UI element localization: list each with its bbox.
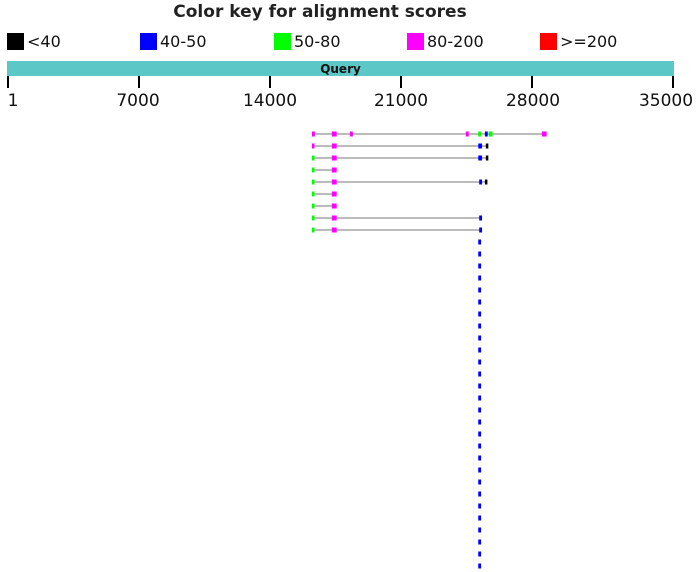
hit-segment[interactable] (478, 527, 482, 533)
color-key-label-lt40: <40 (27, 31, 61, 51)
hit-segment[interactable] (312, 203, 315, 209)
hit-segment[interactable] (478, 383, 482, 389)
hit-segment[interactable] (478, 143, 483, 149)
color-key-swatch-40-50 (140, 32, 157, 50)
hit-segment[interactable] (485, 143, 489, 149)
color-key-item-lt40: <40 (7, 31, 61, 51)
hit-segment[interactable] (478, 347, 482, 353)
axis-tick-label-1: 1 (7, 91, 19, 111)
hit-segment[interactable] (478, 239, 482, 245)
hit-segment[interactable] (312, 167, 315, 173)
hit-segment[interactable] (484, 179, 488, 185)
hit-segment[interactable] (312, 191, 315, 197)
hit-segment[interactable] (478, 503, 482, 509)
color-key-swatch-80-200 (407, 32, 424, 50)
hit-segment[interactable] (478, 395, 482, 401)
hit-segment[interactable] (478, 479, 482, 485)
hit-segment[interactable] (331, 191, 337, 197)
hit-segment[interactable] (478, 263, 482, 269)
hit-segment[interactable] (484, 131, 488, 137)
hit-segment[interactable] (478, 323, 482, 329)
hit-segment[interactable] (478, 431, 482, 437)
hit-segment[interactable] (331, 143, 337, 149)
hit-segment[interactable] (478, 335, 482, 341)
color-key-label-40-50: 40-50 (160, 31, 207, 51)
color-key-item-80-200: 80-200 (407, 31, 484, 51)
hit-segment[interactable] (312, 215, 315, 221)
axis-tick-35000 (672, 76, 674, 88)
hit-segment[interactable] (485, 155, 489, 161)
color-key-label-80-200: 80-200 (427, 31, 484, 51)
hit-segment[interactable] (478, 539, 482, 545)
hit-segment[interactable] (331, 167, 337, 173)
axis-tick-label-28000: 28000 (505, 91, 561, 111)
hit-segment[interactable] (331, 215, 337, 221)
hit-segment[interactable] (478, 491, 482, 497)
hit-segment[interactable] (478, 419, 482, 425)
color-key-title: Color key for alignment scores (173, 2, 467, 22)
color-key-swatch-gte200 (540, 32, 557, 50)
hit-segment[interactable] (478, 287, 482, 293)
hit-segment[interactable] (331, 131, 337, 137)
color-key-label-50-80: 50-80 (294, 31, 341, 51)
hit-segment[interactable] (478, 467, 482, 473)
axis-tick-1 (7, 76, 9, 88)
color-key-item-50-80: 50-80 (274, 31, 341, 51)
color-key-swatch-50-80 (274, 32, 291, 50)
axis-tick-label-7000: 7000 (116, 91, 160, 111)
hit-segment[interactable] (350, 131, 353, 137)
hit-segment[interactable] (331, 227, 337, 233)
hit-segment[interactable] (478, 311, 482, 317)
hit-segment[interactable] (479, 215, 483, 221)
hit-segment[interactable] (478, 563, 482, 569)
hit-segment[interactable] (312, 155, 315, 161)
hit-segment[interactable] (488, 131, 493, 137)
hit-segment[interactable] (478, 299, 482, 305)
query-bar: Query (7, 61, 674, 76)
axis-tick-label-21000: 21000 (373, 91, 429, 111)
color-key-item-40-50: 40-50 (140, 31, 207, 51)
color-key-label-gte200: >=200 (560, 31, 618, 51)
hit-segment[interactable] (331, 179, 337, 185)
hit-segment[interactable] (312, 131, 315, 137)
hit-segment[interactable] (478, 371, 482, 377)
hit-segment[interactable] (478, 455, 482, 461)
hit-segment[interactable] (478, 131, 482, 137)
hit-segment[interactable] (478, 515, 482, 521)
color-key-swatch-lt40 (7, 32, 24, 50)
hit-segment[interactable] (312, 227, 315, 233)
hit-segment[interactable] (478, 251, 482, 257)
hit-segment[interactable] (331, 203, 337, 209)
axis-tick-21000 (400, 76, 402, 88)
hit-segment[interactable] (331, 155, 337, 161)
axis-tick-7000 (138, 76, 140, 88)
hit-segment[interactable] (312, 179, 315, 185)
hit-segment[interactable] (478, 275, 482, 281)
hit-segment[interactable] (478, 443, 482, 449)
hit-segment[interactable] (312, 143, 315, 149)
hit-segment[interactable] (478, 359, 482, 365)
hit-segment[interactable] (541, 131, 547, 137)
hit-segment[interactable] (478, 407, 482, 413)
hit-segment[interactable] (479, 227, 483, 233)
hit-segment[interactable] (479, 179, 483, 185)
axis-tick-label-14000: 14000 (242, 91, 298, 111)
axis-tick-14000 (269, 76, 271, 88)
hit-segment[interactable] (465, 131, 469, 137)
hit-segment[interactable] (478, 155, 483, 161)
axis-tick-28000 (531, 76, 533, 88)
hit-segment[interactable] (478, 551, 482, 557)
axis-tick-label-35000: 35000 (638, 91, 694, 111)
color-key-item-gte200: >=200 (540, 31, 618, 51)
